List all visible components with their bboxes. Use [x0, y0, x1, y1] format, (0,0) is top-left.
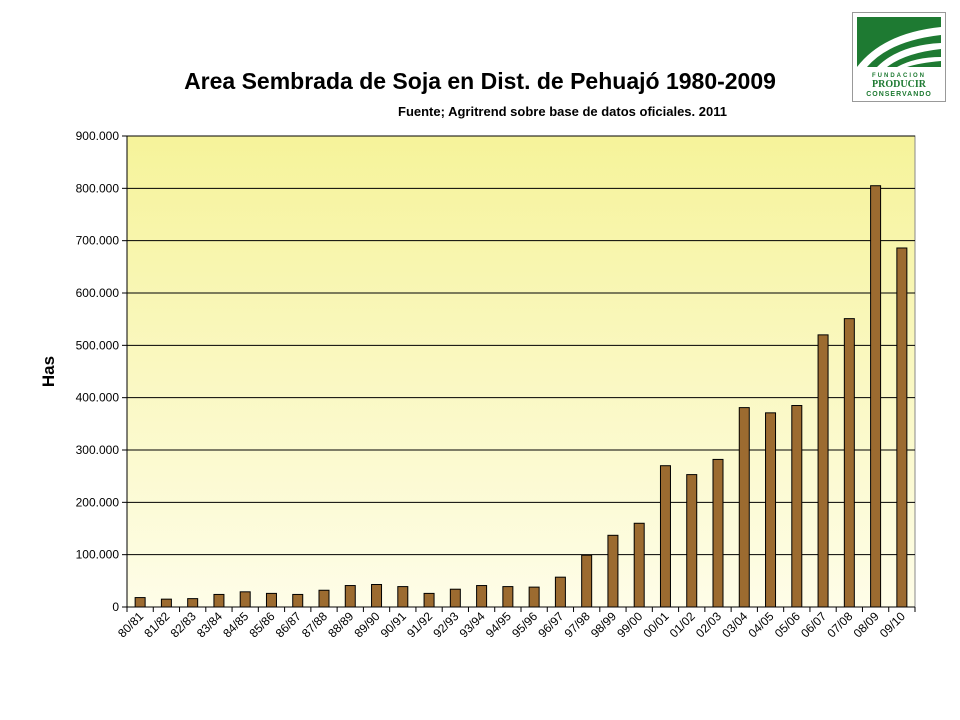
bar-05-06: [791, 405, 803, 608]
x-tick-label: 99/00: [614, 609, 645, 640]
bar-03-04: [738, 407, 750, 608]
y-tick-label: 100.000: [76, 548, 120, 562]
bar-88-89: [344, 585, 356, 608]
x-tick-label: 83/84: [194, 609, 225, 640]
bar-02-03: [712, 458, 724, 608]
bar-83-84: [213, 593, 225, 608]
logo-line1: FUNDACION: [872, 73, 926, 79]
y-tick-label: 300.000: [76, 443, 120, 457]
x-tick-label: 03/04: [719, 609, 750, 640]
bar-93-94: [476, 585, 488, 608]
bar-07-08: [843, 318, 855, 608]
x-tick-label: 91/92: [404, 609, 435, 640]
bar-86-87: [292, 593, 304, 608]
logo-line2: PRODUCIR: [872, 79, 927, 90]
bar-96-97: [554, 576, 566, 608]
y-tick-label: 500.000: [76, 338, 120, 352]
x-tick-label: 01/02: [667, 609, 698, 640]
bar-89-90: [371, 583, 383, 608]
x-tick-label: 94/95: [483, 609, 514, 640]
x-tick-label: 06/07: [798, 609, 829, 640]
bar-87-88: [318, 589, 330, 608]
x-tick-label: 85/86: [246, 609, 277, 640]
x-tick-label: 95/96: [509, 609, 540, 640]
bar-92-93: [449, 588, 461, 608]
x-tick-label: 02/03: [693, 609, 724, 640]
bar-98-99: [607, 534, 619, 608]
x-tick-label: 08/09: [851, 609, 882, 640]
x-tick-label: 96/97: [535, 609, 566, 640]
bar-81-82: [160, 598, 172, 608]
bar-01-02: [686, 474, 698, 608]
x-tick-label: 90/91: [378, 609, 409, 640]
x-tick-label: 97/98: [562, 609, 593, 640]
bar-08-09: [870, 185, 882, 608]
y-tick-label: 800.000: [76, 181, 120, 195]
bar-09-10: [896, 247, 908, 608]
y-tick-label: 900.000: [76, 129, 120, 143]
x-tick-label: 86/87: [273, 609, 304, 640]
logo-line3: CONSERVANDO: [866, 91, 932, 98]
bar-80-81: [134, 597, 146, 608]
bar-82-83: [187, 598, 199, 608]
x-tick-label: 92/93: [430, 609, 461, 640]
chart-title: Area Sembrada de Soja en Dist. de Pehuaj…: [184, 68, 776, 94]
bar-85-86: [265, 592, 277, 608]
x-tick-label: 80/81: [115, 609, 146, 640]
x-tick-label: 09/10: [877, 609, 908, 640]
y-tick-label: 600.000: [76, 286, 120, 300]
x-tick-label: 84/85: [220, 609, 251, 640]
x-tick-label: 88/89: [325, 609, 356, 640]
y-axis-label: Has: [39, 356, 58, 387]
y-tick-label: 700.000: [76, 234, 120, 248]
bar-00-01: [659, 465, 671, 608]
bar-94-95: [502, 586, 514, 608]
bar-90-91: [397, 586, 409, 608]
y-axis-ticks: 0 100.000 200.000 300.000 400.000 500.000 600.…: [76, 129, 127, 614]
bar-95-96: [528, 586, 540, 608]
bar-06-07: [817, 334, 829, 608]
bar-04-05: [765, 412, 777, 608]
bar-97-98: [581, 554, 593, 608]
y-tick-label: 200.000: [76, 495, 120, 509]
gridlines: [127, 135, 915, 556]
fundacion-logo: FUNDACION PRODUCIR CONSERVANDO: [852, 12, 946, 102]
x-tick-label: 07/08: [824, 609, 855, 640]
bar-84-85: [239, 591, 251, 608]
bar-99-00: [633, 522, 645, 608]
x-tick-label: 00/01: [640, 609, 671, 640]
x-tick-label: 82/83: [168, 609, 199, 640]
y-tick-label: 400.000: [76, 391, 120, 405]
x-tick-label: 93/94: [457, 609, 488, 640]
x-tick-label: 05/06: [772, 609, 803, 640]
x-tick-label: 81/82: [141, 609, 172, 640]
x-tick-label: 98/99: [588, 609, 619, 640]
plot-area: [126, 135, 916, 608]
logo-emblem-icon: FUNDACION PRODUCIR CONSERVANDO: [857, 17, 941, 98]
y-tick-label: 0: [112, 600, 119, 614]
chart-subtitle: Fuente; Agritrend sobre base de datos of…: [398, 104, 727, 119]
x-axis-ticks: 80/8181/8282/8383/8484/8585/8686/8787/88…: [115, 607, 916, 640]
x-tick-label: 04/05: [746, 609, 777, 640]
bar-91-92: [423, 592, 435, 608]
x-tick-label: 87/88: [299, 609, 330, 640]
x-tick-label: 89/90: [352, 609, 383, 640]
